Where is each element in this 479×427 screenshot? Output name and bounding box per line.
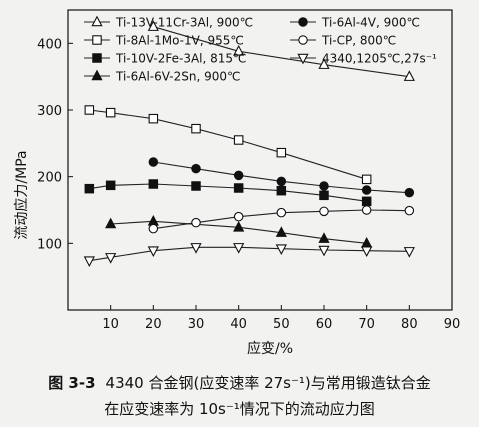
caption-line-1: 图 3-3 4340 合金钢(应变速率 27s⁻¹)与常用锻造钛合金 — [0, 372, 479, 393]
legend-marker — [91, 15, 103, 27]
data-point-series-2 — [84, 105, 95, 115]
legend-label: 4340,1205℃,27s⁻¹ — [322, 52, 437, 66]
data-point-series-7 — [233, 243, 245, 254]
data-point-series-3 — [233, 183, 244, 193]
data-point-series-5 — [191, 163, 201, 174]
y-axis-label: 流动应力/MPa — [13, 150, 30, 239]
data-point-series-1 — [233, 44, 245, 56]
axes: 10 20 30 40 50 60 70 80 90 100 200 300 400 — [37, 9, 461, 332]
plot-frame — [67, 9, 453, 311]
data-point-series-4 — [147, 214, 159, 226]
data-point-series-7 — [105, 253, 117, 264]
caption-line-2: 在应变速率为 10s⁻¹情况下的流动应力图 — [0, 398, 479, 419]
legend-label: Ti-CP, 800℃ — [321, 34, 396, 48]
data-point-series-5 — [233, 170, 244, 181]
data-point-series-1 — [318, 58, 330, 69]
series-line-3 — [89, 183, 367, 202]
caption-text-2: 在应变速率为 10s⁻¹情况下的流动应力图 — [104, 400, 375, 418]
y-tick-label: 300 — [37, 104, 62, 119]
data-point-series-3 — [276, 185, 287, 196]
x-tick-label: 80 — [401, 317, 418, 332]
data-point-series-4 — [105, 217, 117, 229]
data-point-series-7 — [275, 244, 287, 256]
data-point-series-7 — [403, 247, 415, 258]
data-point-series-5 — [404, 187, 415, 198]
series-line-2 — [89, 109, 367, 180]
legend-label: Ti-10V-2Fe-3Al, 815℃ — [115, 52, 247, 66]
legend-marker — [298, 17, 308, 27]
data-point-series-2 — [148, 113, 159, 124]
data-point-series-5 — [319, 181, 329, 191]
data-point-series-5 — [148, 157, 159, 167]
data-point-series-1 — [403, 70, 415, 81]
x-tick-label: 30 — [188, 317, 205, 332]
legend-marker — [298, 35, 308, 45]
x-tick-label: 50 — [273, 317, 290, 332]
legend-marker — [92, 53, 102, 63]
data-point-series-3 — [148, 179, 159, 189]
x-axis-label: 应变/% — [247, 340, 293, 357]
x-tick-label: 20 — [145, 317, 162, 332]
y-tick-label: 100 — [37, 237, 62, 252]
data-point-series-6 — [233, 211, 244, 222]
axis-labels: 应变/% 流动应力/MPa — [13, 150, 293, 357]
x-tick-label: 10 — [102, 317, 119, 332]
legend-label: Ti-6Al-4V, 900℃ — [321, 16, 420, 30]
data-point-series-4 — [318, 232, 330, 243]
data-point-series-6 — [276, 207, 287, 218]
data-point-series-5 — [276, 176, 287, 187]
data-point-series-7 — [361, 246, 373, 258]
y-tick-label: 200 — [37, 171, 62, 186]
x-tick-label: 60 — [316, 317, 333, 332]
data-point-series-6 — [191, 217, 201, 228]
legend-label: Ti-13V-11Cr-3Al, 900℃ — [115, 16, 253, 30]
x-tick-label: 90 — [444, 317, 461, 332]
data-point-series-6 — [361, 205, 372, 215]
x-tick-label: 40 — [230, 317, 247, 332]
data-point-series-3 — [191, 181, 201, 191]
caption-number: 图 3-3 — [48, 374, 96, 392]
legend-label: Ti-8Al-1Mo-1V, 955℃ — [115, 34, 244, 48]
data-point-series-2 — [105, 107, 116, 118]
data-point-series-4 — [233, 220, 245, 232]
data-point-series-3 — [105, 180, 116, 191]
legend-marker — [297, 53, 309, 65]
data-point-series-3 — [84, 183, 95, 194]
data-point-series-4 — [275, 226, 287, 237]
data-point-series-7 — [83, 256, 95, 268]
data-point-series-3 — [319, 190, 329, 201]
series-line-7 — [89, 246, 410, 262]
caption-text-1: 4340 合金钢(应变速率 27s⁻¹)与常用锻造钛合金 — [105, 374, 431, 392]
legend-marker — [92, 35, 102, 45]
data-point-series-6 — [404, 205, 415, 216]
data-point-series-6 — [148, 223, 159, 234]
data-point-series-2 — [191, 123, 201, 134]
series-markers — [83, 20, 415, 268]
data-point-series-5 — [361, 185, 372, 195]
data-point-series-1 — [147, 20, 159, 31]
data-point-series-2 — [361, 174, 372, 185]
data-point-series-2 — [276, 147, 287, 158]
data-point-series-7 — [318, 245, 330, 257]
flow-stress-chart: 10 20 30 40 50 60 70 80 90 100 200 300 400 Ti-13V-11… — [13, 9, 461, 357]
y-tick-label: 400 — [37, 37, 62, 52]
legend: Ti-13V-11Cr-3Al, 900℃ Ti-8Al-1Mo-1V, 955℃… — [84, 16, 437, 84]
data-point-series-2 — [233, 135, 244, 145]
data-point-series-7 — [190, 243, 202, 254]
series-line-1 — [153, 26, 410, 78]
x-tick-label: 70 — [358, 317, 375, 332]
data-point-series-6 — [319, 206, 329, 217]
legend-marker — [91, 69, 103, 81]
data-point-series-3 — [361, 196, 372, 207]
legend-label: Ti-6Al-6V-2Sn, 900℃ — [115, 70, 240, 84]
series-line-4 — [110, 220, 367, 244]
data-point-series-7 — [147, 246, 159, 258]
